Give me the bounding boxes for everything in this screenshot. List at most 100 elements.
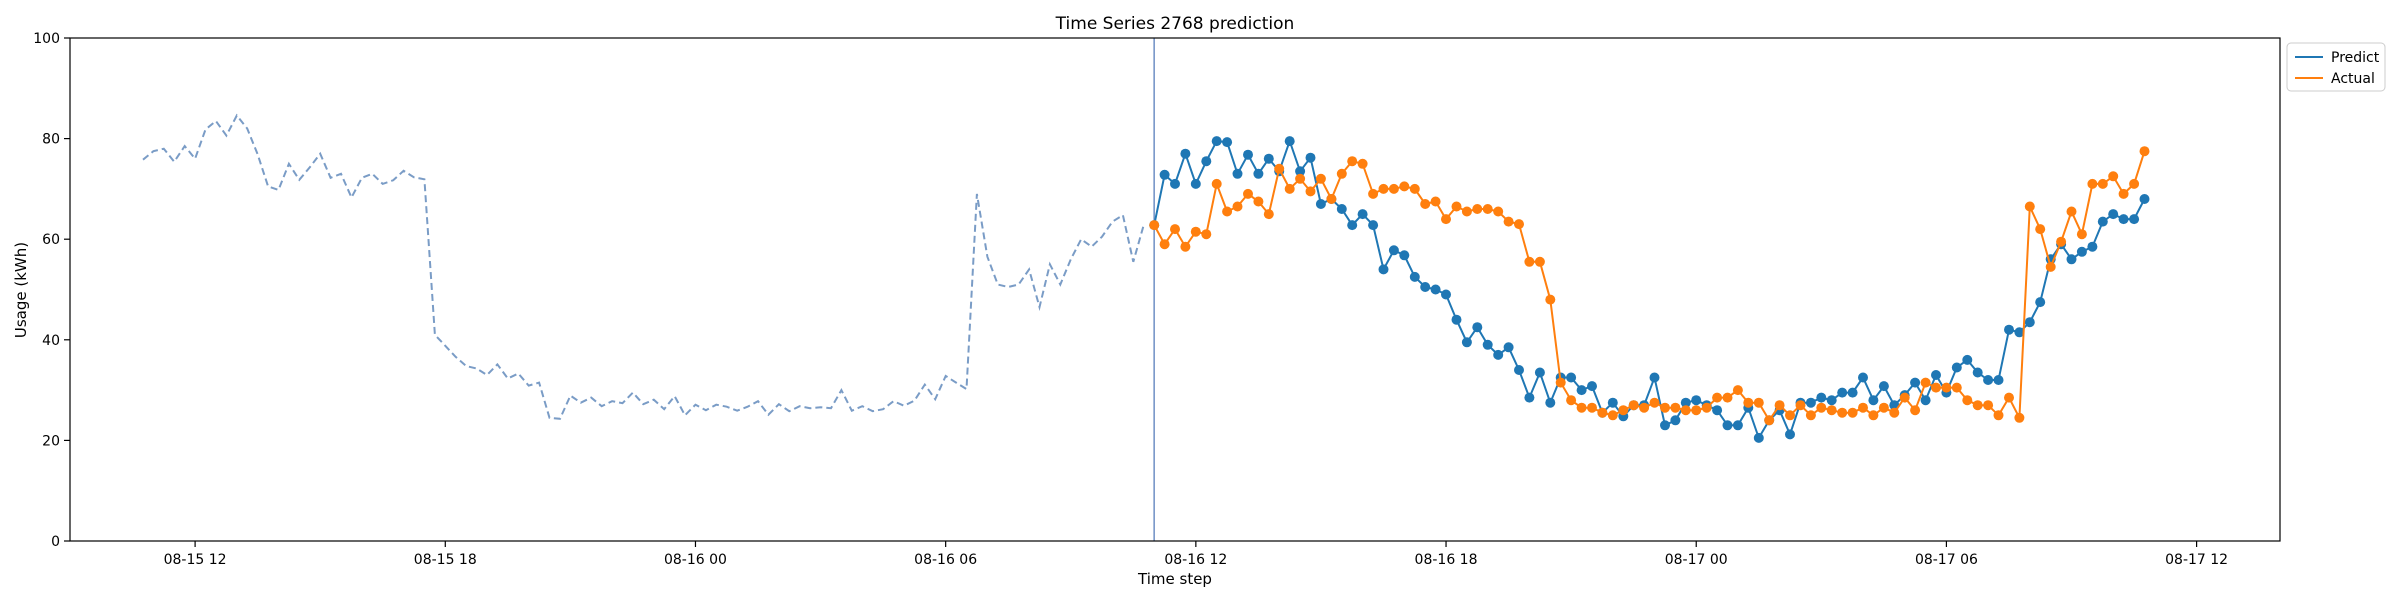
- predict-point: [1451, 314, 1462, 325]
- x-tick-label: 08-17 00: [1665, 552, 1728, 568]
- actual-point: [1534, 256, 1545, 267]
- predict-point: [1190, 178, 1201, 189]
- actual-point: [2035, 224, 2046, 235]
- predict-point: [1826, 395, 1837, 406]
- actual-point: [1951, 382, 1962, 393]
- predict-point: [1336, 204, 1347, 214]
- actual-point: [1243, 188, 1253, 199]
- actual-point: [1211, 178, 1222, 189]
- predict-point: [1607, 397, 1618, 408]
- predict-point: [1920, 395, 1931, 406]
- actual-point: [1180, 241, 1191, 252]
- predict-point: [1284, 136, 1295, 147]
- predict-point: [1847, 387, 1858, 398]
- x-tick-label: 08-16 18: [1415, 552, 1478, 568]
- actual-point: [1441, 214, 1451, 225]
- predict-point: [1378, 264, 1389, 275]
- predict-point: [2076, 246, 2087, 257]
- predict-point: [1868, 395, 1879, 406]
- actual-point: [1795, 400, 1806, 411]
- actual-point: [1732, 385, 1743, 396]
- predict-point: [2035, 297, 2046, 308]
- actual-point: [1774, 400, 1785, 411]
- predict-point: [1660, 420, 1670, 431]
- actual-point: [1576, 402, 1587, 413]
- y-tick-label: 80: [42, 132, 60, 148]
- predict-point: [1732, 420, 1743, 431]
- y-tick-label: 100: [33, 31, 60, 47]
- legend-label-actual: Actual: [2331, 71, 2375, 87]
- actual-point: [1660, 402, 1670, 413]
- actual-point: [1587, 402, 1597, 413]
- actual-point: [1701, 402, 1712, 413]
- predict-point: [1243, 149, 1253, 160]
- predict-point: [1388, 245, 1399, 256]
- predict-point: [1201, 156, 1212, 167]
- actual-point: [2066, 206, 2077, 217]
- predict-point: [1712, 405, 1723, 416]
- predict-point: [1409, 271, 1420, 282]
- predict-point: [1951, 362, 1962, 373]
- actual-point: [1232, 201, 1243, 212]
- predict-point: [1461, 337, 1472, 348]
- actual-point: [1357, 158, 1368, 169]
- predict-point: [1753, 432, 1764, 443]
- actual-point: [1920, 377, 1931, 388]
- predict-point: [1180, 148, 1191, 159]
- actual-point: [1826, 405, 1837, 416]
- predict-point: [2066, 254, 2077, 265]
- predict-point: [1878, 381, 1889, 392]
- actual-point: [1388, 183, 1399, 194]
- y-tick-label: 0: [51, 534, 60, 550]
- actual-point: [1503, 216, 1514, 227]
- actual-point: [1430, 196, 1441, 207]
- actual-point: [2108, 171, 2119, 182]
- y-axis-label: Usage (kWh): [12, 242, 30, 338]
- actual-point: [1816, 402, 1827, 413]
- actual-point: [1712, 392, 1723, 403]
- actual-point: [1451, 201, 1462, 212]
- actual-point: [1274, 163, 1285, 174]
- actual-point: [1764, 415, 1775, 426]
- predict-point: [1368, 220, 1379, 231]
- actual-point: [1482, 204, 1493, 214]
- predict-point: [1691, 395, 1702, 406]
- predict-point: [1263, 153, 1274, 164]
- predict-point: [2024, 317, 2035, 328]
- y-tick-label: 20: [42, 433, 60, 449]
- actual-point: [1263, 209, 1274, 220]
- actual-point: [1420, 199, 1431, 209]
- actual-point: [1284, 183, 1295, 194]
- actual-point: [1972, 400, 1983, 411]
- actual-point: [1253, 196, 1264, 207]
- actual-point: [2087, 178, 2098, 189]
- predict-point: [1493, 349, 1504, 360]
- actual-point: [1170, 224, 1180, 235]
- x-tick-label: 08-17 12: [2165, 552, 2228, 568]
- actual-point: [1753, 397, 1764, 408]
- predict-point: [2118, 214, 2129, 225]
- actual-point: [1858, 402, 1868, 413]
- predict-point: [2108, 209, 2119, 220]
- predict-point: [1514, 365, 1524, 375]
- predict-point: [1295, 166, 1306, 177]
- actual-point: [1399, 181, 1410, 192]
- actual-point: [1315, 173, 1326, 184]
- y-tick-label: 40: [42, 333, 60, 349]
- actual-point: [1847, 407, 1858, 418]
- predict-point: [1680, 397, 1691, 408]
- predict-point: [1962, 354, 1973, 365]
- actual-point: [1993, 410, 2004, 421]
- actual-point: [1555, 377, 1566, 388]
- actual-point: [1378, 183, 1389, 194]
- y-tick-label: 60: [42, 232, 60, 248]
- actual-point: [1649, 397, 1660, 408]
- predict-point: [1805, 397, 1816, 408]
- actual-point: [1722, 392, 1733, 403]
- axes-frame: [69, 37, 2281, 542]
- history-line: [142, 113, 1145, 420]
- predict-point: [1983, 375, 1994, 385]
- x-tick-label: 08-15 18: [414, 552, 477, 568]
- actual-point: [2024, 201, 2035, 212]
